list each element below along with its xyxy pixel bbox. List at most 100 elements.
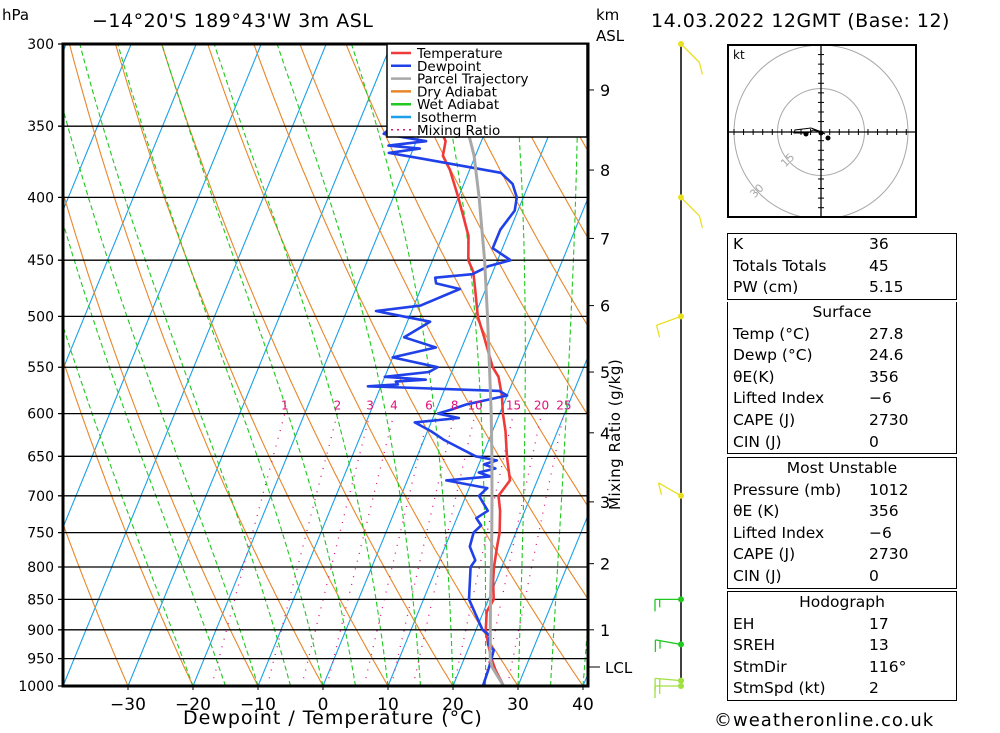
stat-row: Dewp (°C) 24.6 [728, 345, 956, 367]
stat-row: θE(K) 356 [728, 367, 956, 389]
wind-barb-shaft [656, 315, 682, 326]
stat-value: 13 [869, 636, 889, 655]
legend-label: Parcel Trajectory [417, 72, 529, 88]
stat-row: CAPE (J) 2730 [728, 544, 956, 566]
isotherm-line [582, 672, 588, 686]
index-label: K [733, 235, 744, 253]
wet-adiabat-line [276, 44, 422, 686]
wet-adiabat-line [350, 44, 454, 686]
legend-label: Temperature [416, 46, 503, 62]
km-tick-label: 6 [600, 297, 610, 316]
index-row-pw: PW (cm) 5.15 [728, 277, 956, 299]
index-value: 45 [869, 256, 889, 275]
legend-label: Mixing Ratio [417, 123, 500, 139]
height-unit-label: km [596, 6, 620, 24]
mixing-ratio-value-label: 25 [556, 399, 571, 413]
stat-label: Dewp (°C) [733, 346, 813, 365]
copyright-link[interactable]: ©weatheronline.co.uk [714, 710, 935, 731]
wet-adiabat-line [161, 44, 357, 686]
wind-barb-feather [657, 482, 663, 495]
storm-motion-point [825, 135, 831, 141]
stat-label: Temp (°C) [733, 324, 810, 343]
stat-label: Lifted Index [733, 389, 825, 408]
isotherm-line [63, 44, 262, 529]
stat-row: StmDir 116° [728, 657, 956, 679]
km-tick-label: 4 [600, 424, 610, 443]
stat-value: −6 [869, 523, 892, 542]
x-tick-label: −30 [110, 695, 146, 715]
stat-value: 2730 [869, 545, 909, 564]
legend-label: Dewpoint [417, 59, 481, 75]
index-label: Totals Totals [733, 256, 827, 275]
wind-barb-shaft [680, 196, 700, 217]
pressure-tick-label: 800 [27, 560, 54, 576]
pressure-unit-label: hPa [2, 6, 30, 24]
stat-row: CAPE (J) 2730 [728, 410, 956, 432]
x-tick-label: 0 [318, 695, 329, 715]
wet-adiabat-line [79, 44, 292, 686]
stat-label: CIN (J) [733, 432, 782, 451]
pressure-tick-label: 850 [27, 592, 54, 608]
pressure-tick-label: 650 [27, 449, 54, 465]
hodograph-ring-label: 45 [729, 212, 736, 216]
mixing-ratio-value-label: 6 [425, 399, 433, 413]
height-unit-asl-label: ASL [596, 27, 625, 45]
km-tick-label: 2 [600, 555, 610, 574]
dry-adiabat-line [709, 35, 720, 686]
hodograph: kt 153045 [727, 44, 917, 218]
x-tick-label: 10 [377, 695, 399, 715]
dry-adiabat-line [663, 35, 720, 686]
stat-value: 24.6 [869, 346, 904, 365]
wind-barb-shaft [655, 677, 682, 682]
stat-value: 2 [869, 679, 879, 698]
pressure-tick-label: 400 [27, 190, 54, 206]
index-label: PW (cm) [733, 278, 799, 297]
dry-adiabat-line [63, 190, 259, 686]
pressure-tick-label: 600 [27, 407, 54, 423]
dry-adiabat-line [299, 44, 588, 600]
wind-barb-feather [698, 62, 704, 75]
dry-adiabat-line [114, 44, 389, 686]
stat-label: CAPE (J) [733, 545, 796, 564]
wet-adiabat-line [510, 44, 526, 686]
mixing-ratio-value-label: 20 [534, 399, 549, 413]
stat-label: StmSpd (kt) [733, 679, 826, 698]
wet-adiabat-line [117, 44, 324, 686]
dry-adiabat-line [617, 35, 720, 686]
stat-value: 356 [869, 367, 899, 386]
pressure-tick-label: 1000 [18, 679, 54, 695]
km-tick-label: 1 [600, 621, 610, 640]
pressure-tick-label: 300 [27, 37, 54, 53]
dry-adiabat-line [345, 44, 588, 508]
stat-value: 2730 [869, 410, 909, 429]
isotherm-line [0, 7, 16, 712]
mixing-ratio-line [326, 413, 395, 686]
skew-t-chart: 3003504004505005506006507007508008509009… [0, 7, 720, 715]
index-row-k: K 36 [728, 234, 956, 256]
datetime-title: 14.03.2022 12GMT (Base: 12) [651, 10, 950, 32]
stat-label: StmDir [733, 657, 787, 676]
hodograph-stats-title: Hodograph [799, 593, 885, 611]
stat-row: Pressure (mb) 1012 [728, 480, 956, 502]
dry-adiabat-line [391, 44, 588, 417]
pressure-tick-label: 750 [27, 526, 54, 542]
x-tick-label: 20 [442, 695, 464, 715]
dry-adiabat-line [575, 44, 588, 67]
wind-barb-shaft [680, 43, 700, 63]
wind-barb-shaft [658, 482, 682, 497]
km-tick-label: 3 [600, 493, 610, 512]
pressure-tick-label: 500 [27, 309, 54, 325]
stat-value: 1012 [869, 480, 909, 499]
hodograph-plot: 153045 [729, 46, 915, 216]
pressure-tick-label: 900 [27, 623, 54, 639]
stat-value: 116° [869, 657, 907, 676]
dry-adiabat-line [63, 522, 129, 686]
mixing-ratio-value-label: 2 [334, 399, 342, 413]
wet-adiabat-line [213, 44, 389, 686]
most-unstable-panel: Most Unstable Pressure (mb) 1012 θE (K) 356… [727, 457, 957, 589]
stat-value: 0 [869, 432, 879, 451]
x-tick-label: −20 [175, 695, 211, 715]
hodograph-point [818, 130, 824, 136]
stat-row: Lifted Index −6 [728, 388, 956, 410]
hodograph-stats-panel: Hodograph EH 17 SREH 13 StmDir 116° StmSpd (kt… [727, 591, 957, 701]
